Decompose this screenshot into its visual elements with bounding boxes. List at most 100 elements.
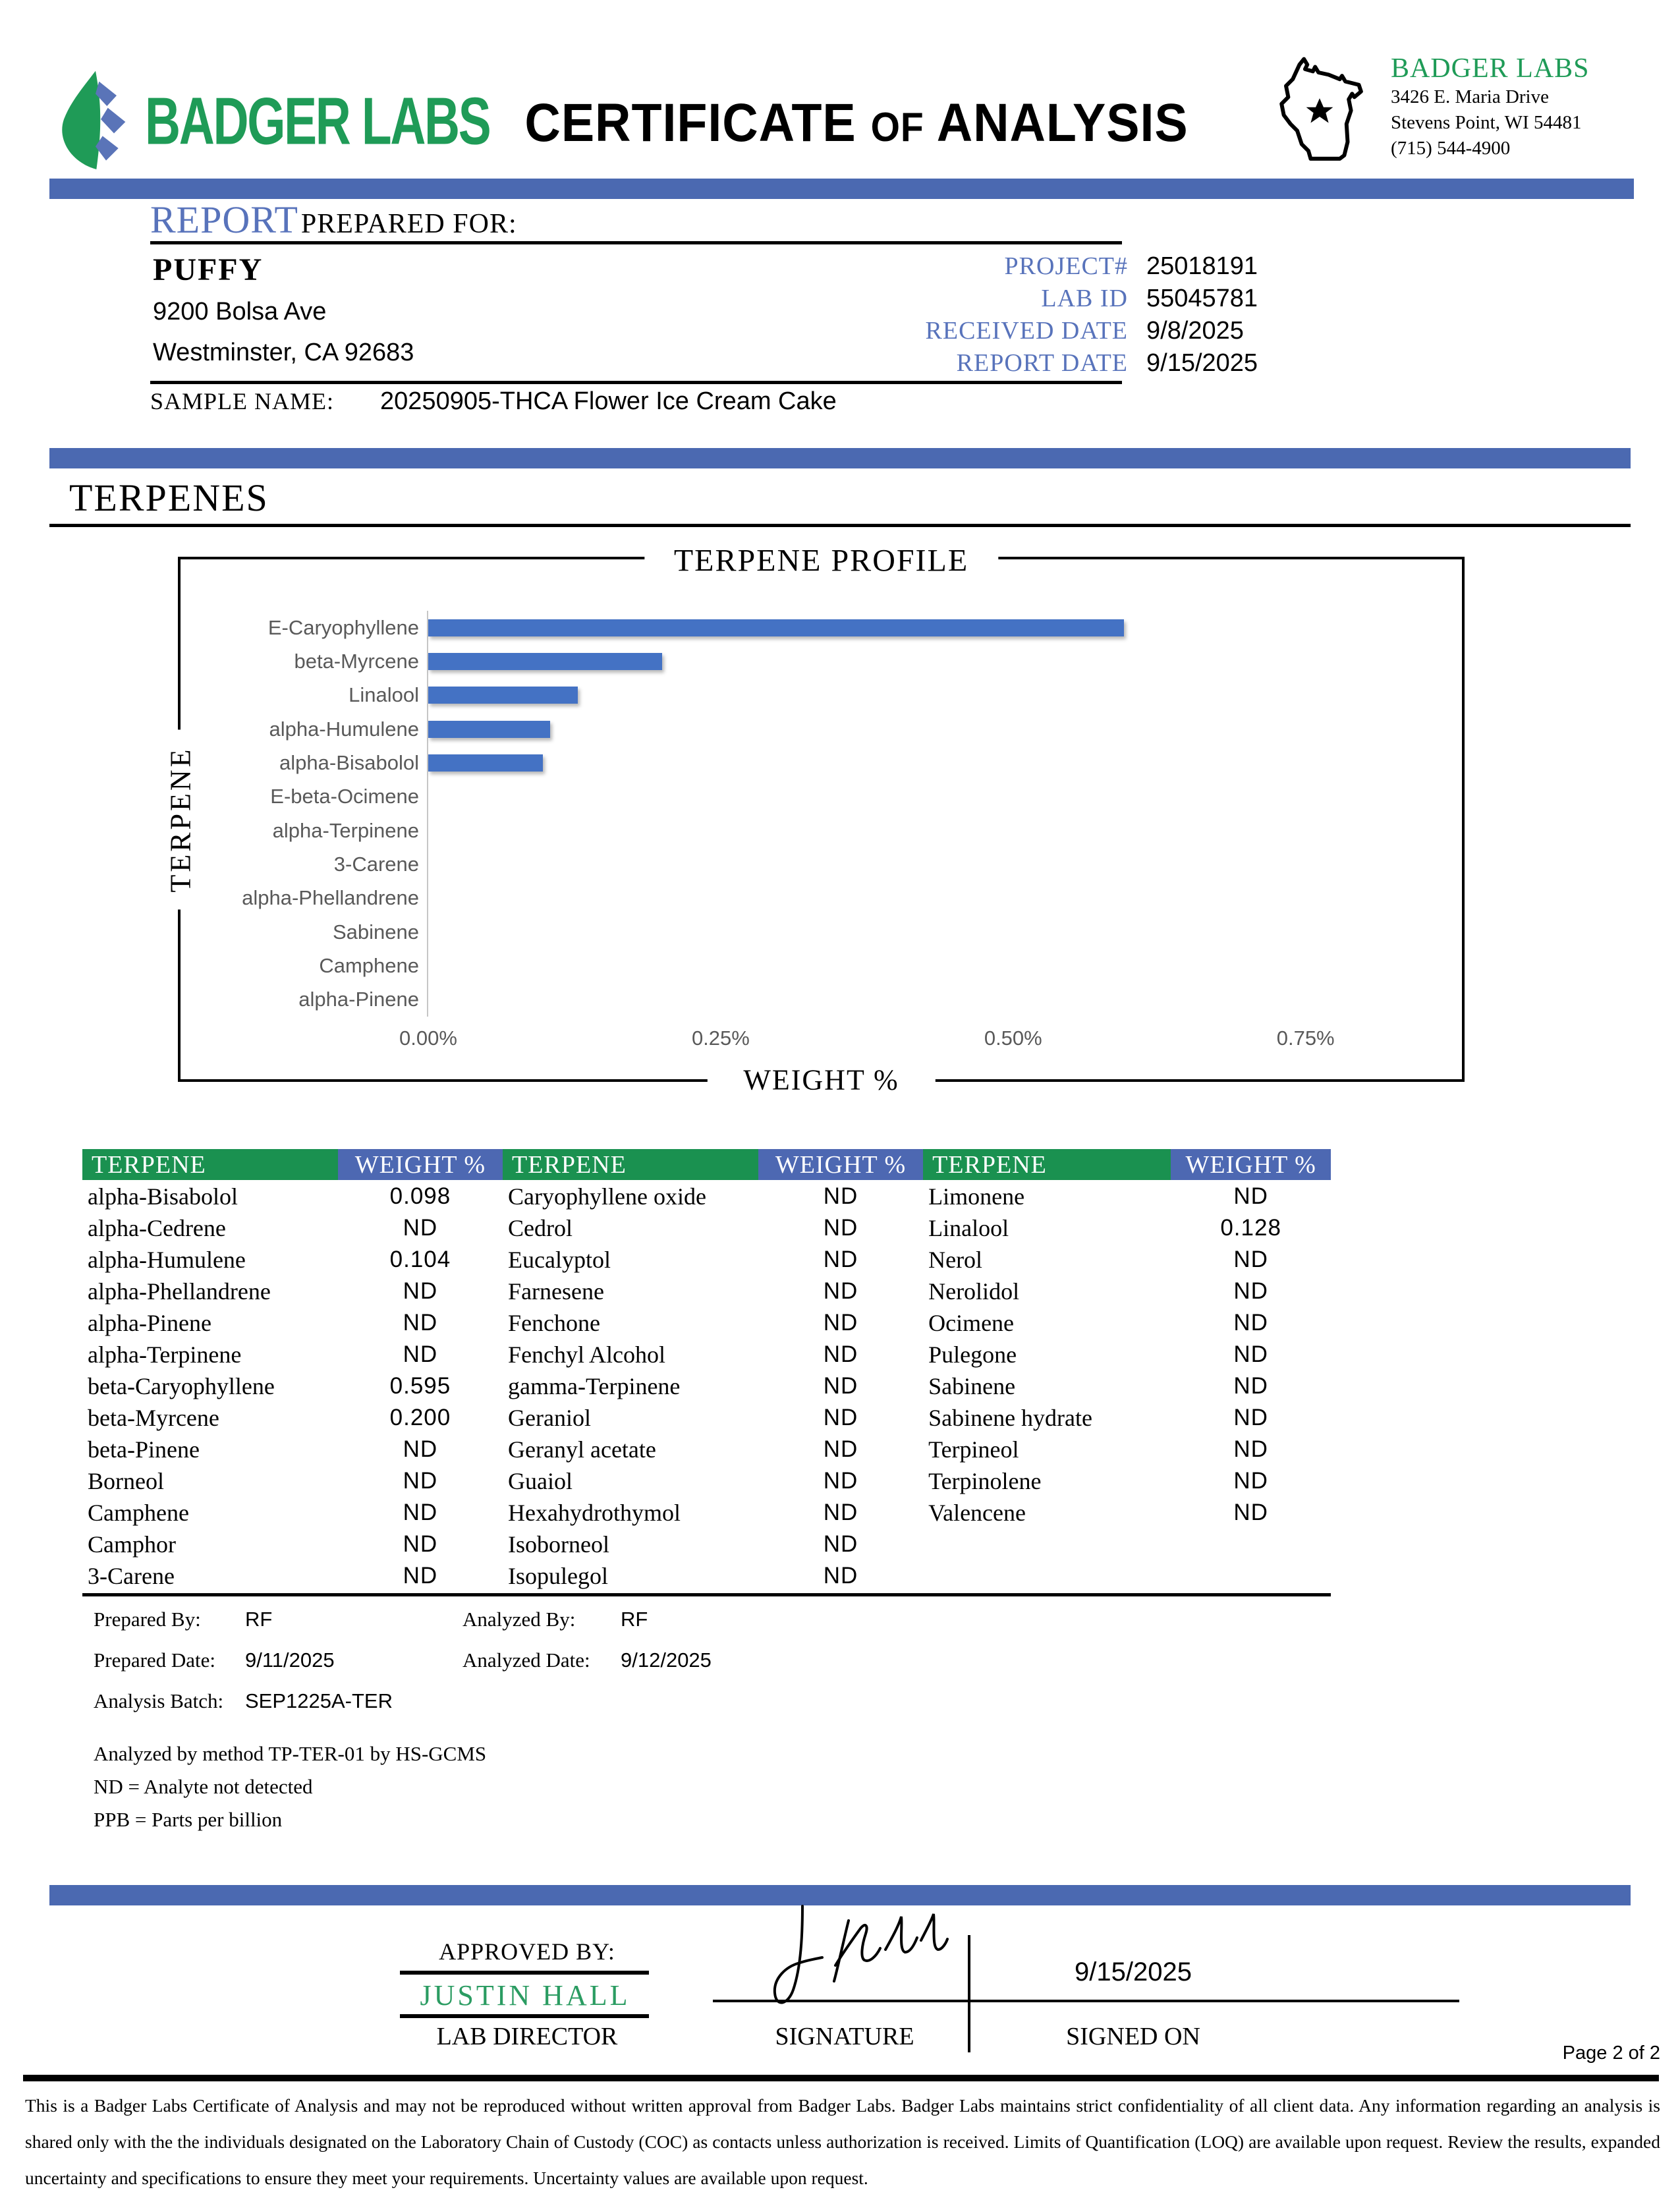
terpene-weight-cell: ND: [1233, 1373, 1268, 1399]
terpene-name-cell: 3-Carene: [88, 1563, 175, 1589]
analysis-notes: Prepared By: RF Analyzed By: RF Prepared…: [94, 1608, 838, 1841]
chart-category-label: alpha-Phellandrene: [242, 886, 419, 910]
chart-row: Sabinene: [194, 915, 1434, 949]
terpene-weight-cell: ND: [823, 1278, 858, 1304]
lab-name: BADGER LABS: [1391, 53, 1590, 84]
terpene-name-cell: Isoborneol: [508, 1531, 610, 1558]
title-of: OF: [870, 105, 924, 150]
title-certificate: CERTIFICATE: [524, 93, 856, 153]
table-bottom-line: [82, 1593, 1331, 1596]
table-column-group: TERPENE WEIGHT % alpha-Bisabolol 0.098 alpha…: [82, 1149, 503, 1592]
method-note: Analyzed by method TP-TER-01 by HS-GCMS: [94, 1742, 487, 1765]
terpene-name-cell: beta-Pinene: [88, 1436, 200, 1463]
signature-icon: [773, 1905, 949, 2004]
badger-labs-logo: BADGER LABS: [46, 69, 587, 175]
terpene-name-cell: Borneol: [88, 1468, 164, 1494]
terpene-weight-cell: ND: [823, 1215, 858, 1241]
terpene-name-cell: Isopulegol: [508, 1563, 609, 1589]
terpene-name-cell: Sabinene: [928, 1373, 1016, 1399]
chart-row: 3-Carene: [194, 847, 1434, 882]
disclaimer-text: This is a Badger Labs Certificate of Ana…: [25, 2095, 1660, 2188]
report-field-label: RECEIVED DATE: [925, 317, 1128, 345]
table-header-terpene: TERPENE: [82, 1149, 338, 1180]
terpene-name-cell: alpha-Bisabolol: [88, 1183, 238, 1210]
terpene-name-cell: Guaiol: [508, 1468, 573, 1494]
client-address-line1: 9200 Bolsa Ave: [153, 298, 327, 325]
table-header-weight: WEIGHT %: [337, 1149, 503, 1180]
chart-bar-track: [427, 746, 1434, 780]
client-address-line2: Westminster, CA 92683: [153, 339, 414, 366]
chart-bar: [428, 652, 663, 670]
terpene-weight-cell: ND: [1233, 1468, 1268, 1494]
chart-bar-track: [427, 779, 1434, 814]
table-header-weight: WEIGHT %: [1171, 1149, 1331, 1180]
terpene-weight-cell: ND: [403, 1500, 438, 1525]
chart-x-tick: 0.75%: [1276, 1027, 1335, 1050]
report-fields: PROJECT# 25018191 LAB ID 55045781 RECEIVED D…: [659, 252, 1364, 381]
table-column-group: TERPENE WEIGHT % Limonene ND Linalool 0.128 Ne…: [923, 1149, 1331, 1592]
chart-bar-track: [427, 813, 1434, 848]
chart-row: alpha-Terpinene: [194, 813, 1434, 848]
approver-name: JUSTIN HALL: [420, 1979, 630, 2012]
chart-bar-track: [427, 949, 1434, 983]
approver-title: LAB DIRECTOR: [436, 2023, 618, 2050]
approved-by-label: APPROVED BY:: [439, 1938, 615, 1965]
nd-note: ND = Analyte not detected: [94, 1775, 313, 1798]
signed-on-label: SIGNED ON: [1066, 2023, 1200, 2050]
chart-bar-track: [427, 712, 1434, 746]
terpene-weight-cell: 0.200: [389, 1405, 451, 1430]
terpene-weight-cell: ND: [823, 1341, 858, 1367]
chart-category-label: Camphene: [319, 953, 419, 977]
terpene-name-cell: Terpineol: [928, 1436, 1019, 1463]
analyzed-date-value: 9/12/2025: [621, 1648, 712, 1672]
terpene-weight-cell: ND: [403, 1563, 438, 1589]
terpene-name-cell: Ocimene: [928, 1310, 1015, 1336]
terpene-weight-cell: ND: [823, 1310, 858, 1336]
approver-line: [400, 2014, 649, 2018]
chart-category-label: E-beta-Ocimene: [270, 785, 419, 808]
report-field-value: 25018191: [1146, 252, 1258, 280]
chart-x-tick: 0.00%: [399, 1027, 457, 1050]
terpene-weight-cell: ND: [823, 1405, 858, 1430]
terpene-weight-cell: ND: [823, 1436, 858, 1462]
terpene-weight-cell: ND: [403, 1215, 438, 1241]
terpene-weight-cell: ND: [403, 1341, 438, 1367]
chart-category-label: Linalool: [349, 683, 419, 707]
terpenes-section-title: TERPENES: [69, 476, 269, 519]
chart-category-label: E-Caryophyllene: [267, 615, 419, 639]
terpene-weight-cell: ND: [1233, 1183, 1268, 1209]
signature-label: SIGNATURE: [775, 2023, 914, 2050]
terpene-weight-cell: ND: [403, 1310, 438, 1336]
footer-line: [23, 2075, 1659, 2081]
approval-block: APPROVED BY: JUSTIN HALL LAB DIRECTOR SI…: [0, 1905, 1680, 2066]
analysis-batch-row: Analysis Batch: SEP1225A-TER: [94, 1689, 838, 1730]
chart-row: E-beta-Ocimene: [194, 779, 1434, 814]
chart-x-tick: 0.25%: [691, 1027, 750, 1050]
terpene-name-cell: beta-Caryophyllene: [88, 1373, 275, 1399]
terpene-name-cell: alpha-Terpinene: [88, 1341, 242, 1368]
sample-name-row: SAMPLE NAME: 20250905-THCA Flower Ice Cr…: [150, 387, 837, 416]
report-field-row: RECEIVED DATE 9/8/2025: [659, 316, 1364, 349]
table-header-weight: WEIGHT %: [758, 1149, 924, 1180]
terpene-weight-cell: ND: [1233, 1247, 1268, 1272]
prepared-by-row: Prepared By: RF Analyzed By: RF: [94, 1608, 838, 1648]
client-block: PUFFY 9200 Bolsa Ave Westminster, CA 926…: [153, 252, 414, 370]
chart-x-tick: 0.50%: [984, 1027, 1042, 1050]
table-header-terpene: TERPENE: [923, 1149, 1171, 1180]
prepared-date-label: Prepared Date:: [94, 1648, 216, 1672]
terpene-weight-cell: ND: [1233, 1310, 1268, 1336]
analyzed-by-label: Analyzed By:: [462, 1608, 576, 1631]
report-field-value: 55045781: [1146, 285, 1258, 312]
prepared-by-label: Prepared By:: [94, 1608, 201, 1631]
terpene-name-cell: Eucalyptol: [508, 1247, 611, 1273]
terpene-weight-cell: ND: [823, 1373, 858, 1399]
chart-y-axis-label: TERPENE: [163, 729, 198, 910]
chart-category-label: beta-Myrcene: [294, 649, 419, 673]
lab-address-line1: 3426 E. Maria Drive: [1391, 86, 1549, 107]
terpene-name-cell: Fenchyl Alcohol: [508, 1341, 666, 1368]
report-word: REPORT: [150, 198, 298, 241]
report-field-label: PROJECT#: [1004, 252, 1128, 280]
terpene-weight-cell: ND: [1233, 1341, 1268, 1367]
prepared-by-value: RF: [245, 1608, 273, 1631]
terpene-weight-cell: 0.595: [389, 1373, 451, 1399]
